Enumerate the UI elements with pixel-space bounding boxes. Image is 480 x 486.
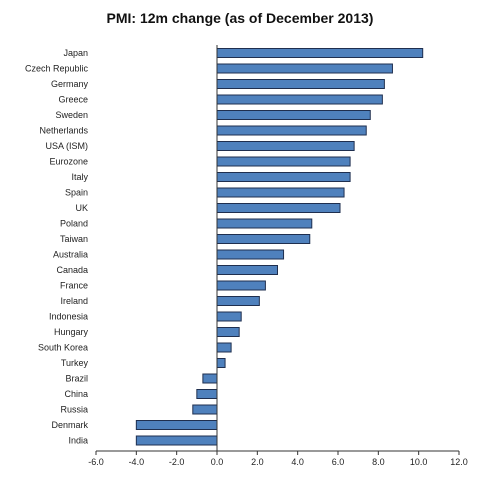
category-label: Ireland — [60, 296, 88, 306]
category-label: China — [64, 389, 88, 399]
category-label: Spain — [65, 188, 88, 198]
category-label: Czech Republic — [25, 64, 89, 74]
bar-turkey — [216, 358, 226, 368]
category-label: Turkey — [61, 358, 89, 368]
bar-italy — [216, 172, 351, 182]
category-label: Canada — [56, 265, 88, 275]
bar-brazil — [202, 373, 218, 384]
category-label: USA (ISM) — [45, 141, 88, 151]
bar-czech-republic — [216, 63, 393, 74]
category-label: Australia — [53, 250, 88, 260]
category-label: Germany — [51, 79, 89, 89]
bar-greece — [216, 94, 383, 105]
x-tick-label: 6.0 — [332, 457, 345, 467]
bar-ireland — [216, 296, 260, 306]
category-label: Indonesia — [49, 312, 88, 322]
bar-russia — [192, 404, 218, 415]
bar-spain — [216, 187, 345, 198]
category-label: Greece — [58, 95, 88, 105]
category-label: Poland — [60, 219, 88, 229]
bar-south-korea — [216, 342, 232, 353]
x-tick-label: 4.0 — [291, 457, 304, 467]
category-label: Netherlands — [39, 126, 88, 136]
bar-france — [216, 280, 266, 291]
bar-netherlands — [216, 125, 367, 136]
category-label: Japan — [63, 48, 88, 58]
x-tick-label: -2.0 — [169, 457, 185, 467]
bar-hungary — [216, 327, 240, 337]
x-tick-label: -6.0 — [88, 457, 104, 467]
bar-india — [135, 435, 218, 446]
bar-denmark — [135, 420, 218, 430]
bar-japan — [216, 48, 424, 58]
category-label: Taiwan — [60, 234, 88, 244]
category-label: UK — [75, 203, 88, 213]
category-label: India — [68, 436, 88, 446]
bar-indonesia — [216, 311, 242, 322]
bar-poland — [216, 218, 313, 229]
x-tick-label: 2.0 — [251, 457, 264, 467]
category-label: Eurozone — [49, 157, 88, 167]
category-label: Hungary — [54, 327, 89, 337]
x-tick-label: 8.0 — [372, 457, 385, 467]
bar-eurozone — [216, 156, 351, 167]
category-label: Brazil — [65, 374, 88, 384]
bar-china — [196, 389, 218, 399]
category-label: South Korea — [38, 343, 88, 353]
x-tick-label: 10.0 — [410, 457, 428, 467]
category-label: Italy — [71, 172, 88, 182]
bar-taiwan — [216, 234, 311, 244]
category-label: France — [60, 281, 88, 291]
category-label: Sweden — [55, 110, 88, 120]
x-tick-label: 0.0 — [211, 457, 224, 467]
chart-title: PMI: 12m change (as of December 2013) — [106, 10, 374, 26]
category-label: Denmark — [51, 420, 88, 430]
x-tick-label: -4.0 — [129, 457, 145, 467]
bar-canada — [216, 265, 278, 275]
bar-sweden — [216, 110, 371, 120]
category-label: Russia — [60, 405, 88, 415]
bar-australia — [216, 249, 285, 260]
bar-uk — [216, 203, 341, 213]
bar-germany — [216, 79, 385, 89]
x-tick-label: 12.0 — [450, 457, 468, 467]
bar-usa-ism — [216, 141, 355, 151]
